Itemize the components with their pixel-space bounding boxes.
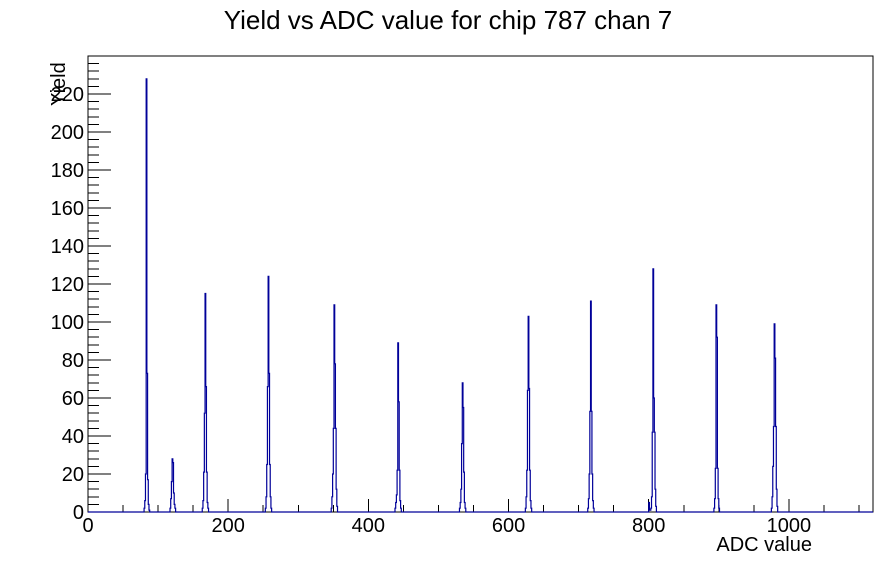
x-tick-label: 600 (492, 515, 525, 537)
y-tick-label: 40 (62, 426, 84, 448)
x-tick-label: 200 (211, 515, 244, 537)
x-axis-title: ADC value (716, 534, 812, 556)
y-tick-label: 20 (62, 464, 84, 486)
y-tick-label: 200 (51, 122, 84, 144)
y-tick-label: 160 (51, 198, 84, 220)
x-tick-label: 800 (632, 515, 665, 537)
y-tick-label: 0 (73, 502, 84, 524)
y-tick-label: 180 (51, 160, 84, 182)
plot-frame (87, 55, 874, 513)
x-tick-label: 1000 (767, 515, 812, 537)
histogram-line (88, 78, 873, 513)
x-tick-label: 400 (352, 515, 385, 537)
y-tick-label: 140 (51, 236, 84, 258)
y-tick-label: 120 (51, 274, 84, 296)
y-tick-label: 60 (62, 388, 84, 410)
y-tick-label: 80 (62, 350, 84, 372)
chart-title: Yield vs ADC value for chip 787 chan 7 (223, 5, 673, 35)
y-tick-label: 220 (51, 84, 84, 106)
x-tick-label: 0 (82, 515, 93, 537)
y-tick-label: 100 (51, 312, 84, 334)
